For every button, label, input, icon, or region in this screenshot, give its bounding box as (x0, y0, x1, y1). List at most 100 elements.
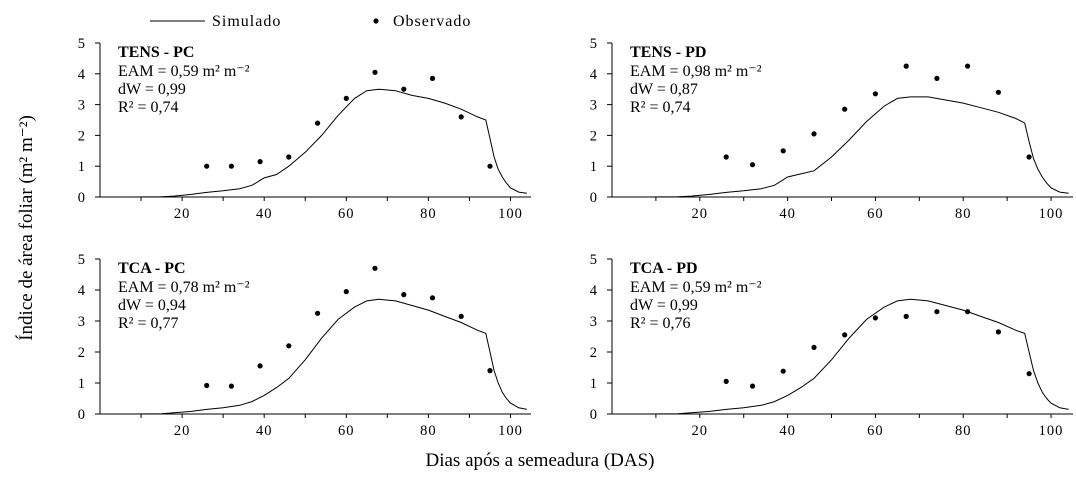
panel-annotation: dW = 0,94 (118, 297, 186, 314)
panel-annotation: R² = 0,76 (630, 315, 691, 332)
x-tick-label: 80 (420, 206, 437, 222)
data-point-observado (315, 120, 321, 126)
x-tick-label: 100 (498, 423, 523, 439)
panel-annotation: EAM = 0,98 m² m⁻² (630, 63, 762, 80)
y-tick-label: 4 (78, 67, 86, 83)
panel-annotation: EAM = 0,78 m² m⁻² (118, 279, 250, 296)
panel-title: TCA - PC (118, 260, 186, 277)
legend-label-observado: Observado (393, 13, 471, 30)
x-tick-label: 80 (955, 423, 972, 439)
data-point-observado (429, 75, 436, 81)
data-point-observado (315, 310, 321, 316)
data-point-observado (204, 382, 210, 389)
y-tick-label: 2 (78, 345, 86, 361)
data-point-observado (1026, 154, 1032, 160)
y-tick-label: 0 (590, 190, 598, 206)
data-point-observado (343, 289, 349, 295)
y-tick-label: 3 (590, 314, 598, 330)
data-point-observado (401, 86, 407, 92)
panel-title: TENS - PC (118, 44, 194, 61)
panel-title: TENS - PD (630, 44, 706, 61)
x-tick-label: 40 (779, 206, 796, 222)
data-point-observado (842, 106, 848, 112)
y-axis-title: Índice de área foliar (m² m⁻²) (15, 115, 37, 341)
data-point-observado (903, 313, 909, 319)
panel-annotation: dW = 0,99 (630, 297, 698, 314)
data-point-observado (204, 163, 210, 169)
panel-3: 0 1 2 3 4 5 20 40 60 80 100 TCA - PC EAM = 0,78 m² m… (78, 252, 531, 439)
y-tick-label: 3 (78, 98, 86, 114)
series-line-simulado (132, 298, 527, 415)
data-point-observado (872, 315, 879, 321)
y-tick-label: 4 (590, 67, 598, 83)
x-tick-label: 60 (867, 423, 884, 439)
data-point-observado (228, 163, 234, 169)
data-point-observado (965, 63, 971, 69)
x-tick-label: 100 (498, 206, 523, 222)
panel-annotation: R² = 0,74 (630, 99, 691, 116)
x-tick-label: 100 (1039, 423, 1064, 439)
y-tick-label: 4 (590, 283, 598, 299)
x-tick-label: 60 (338, 206, 355, 222)
legend-point-symbol (373, 18, 379, 24)
y-tick-label: 1 (590, 159, 598, 175)
y-tick-label: 2 (590, 128, 598, 144)
data-point-observado (723, 154, 729, 160)
panel-annotation: R² = 0,74 (118, 99, 179, 116)
y-tick-label: 1 (78, 376, 86, 392)
data-point-observado (1026, 371, 1032, 377)
data-point-observado (749, 383, 756, 389)
x-tick-label: 40 (256, 206, 273, 222)
data-point-observado (842, 332, 848, 338)
data-point-observado (257, 159, 263, 165)
x-tick-label: 60 (867, 206, 884, 222)
data-point-observado (286, 154, 292, 160)
y-tick-label: 3 (78, 314, 86, 330)
series-line-simulado (647, 96, 1069, 198)
data-point-observado (995, 89, 1002, 95)
y-tick-label: 1 (590, 376, 598, 392)
panel-4: 0 1 2 3 4 5 20 40 60 80 100 TCA - PD EAM = 0,59 m² m… (590, 252, 1073, 439)
legend-label-simulado: Simulado (212, 13, 281, 30)
panel-annotation: EAM = 0,59 m² m⁻² (630, 279, 762, 296)
data-point-observado (257, 363, 263, 369)
panel-annotation: EAM = 0,59 m² m⁻² (118, 63, 250, 80)
data-point-observado (965, 309, 971, 315)
y-tick-label: 0 (78, 407, 86, 423)
data-point-observado (487, 163, 493, 169)
data-point-observado (872, 91, 879, 97)
y-tick-label: 0 (78, 190, 86, 206)
y-tick-label: 1 (78, 159, 86, 175)
y-tick-label: 5 (78, 36, 86, 52)
panel-annotation: dW = 0,87 (630, 81, 698, 98)
x-tick-label: 40 (256, 423, 273, 439)
data-point-observado (429, 295, 436, 301)
x-tick-label: 40 (779, 423, 796, 439)
y-tick-label: 3 (590, 98, 598, 114)
panel-annotation: R² = 0,77 (118, 315, 179, 332)
y-tick-label: 5 (590, 36, 598, 52)
data-point-observado (458, 114, 464, 120)
data-point-observado (780, 148, 786, 154)
data-point-observado (723, 378, 729, 384)
x-tick-label: 100 (1039, 206, 1064, 222)
y-tick-label: 5 (590, 252, 598, 268)
x-tick-label: 80 (955, 206, 972, 222)
data-point-observado (995, 329, 1002, 335)
data-point-observado (934, 75, 940, 81)
data-point-observado (903, 63, 909, 69)
x-tick-label: 20 (174, 206, 191, 222)
x-tick-label: 20 (692, 423, 709, 439)
data-point-observado (286, 343, 292, 349)
x-axis-title: Dias após a semeadura (DAS) (426, 450, 655, 471)
data-point-observado (934, 309, 940, 315)
x-tick-label: 20 (174, 423, 191, 439)
panel-annotation: dW = 0,99 (118, 81, 186, 98)
data-point-observado (401, 292, 407, 298)
series-line-simulado (647, 298, 1069, 415)
y-tick-label: 0 (590, 407, 598, 423)
data-point-observado (228, 383, 234, 389)
panel-title: TCA - PD (630, 260, 698, 277)
